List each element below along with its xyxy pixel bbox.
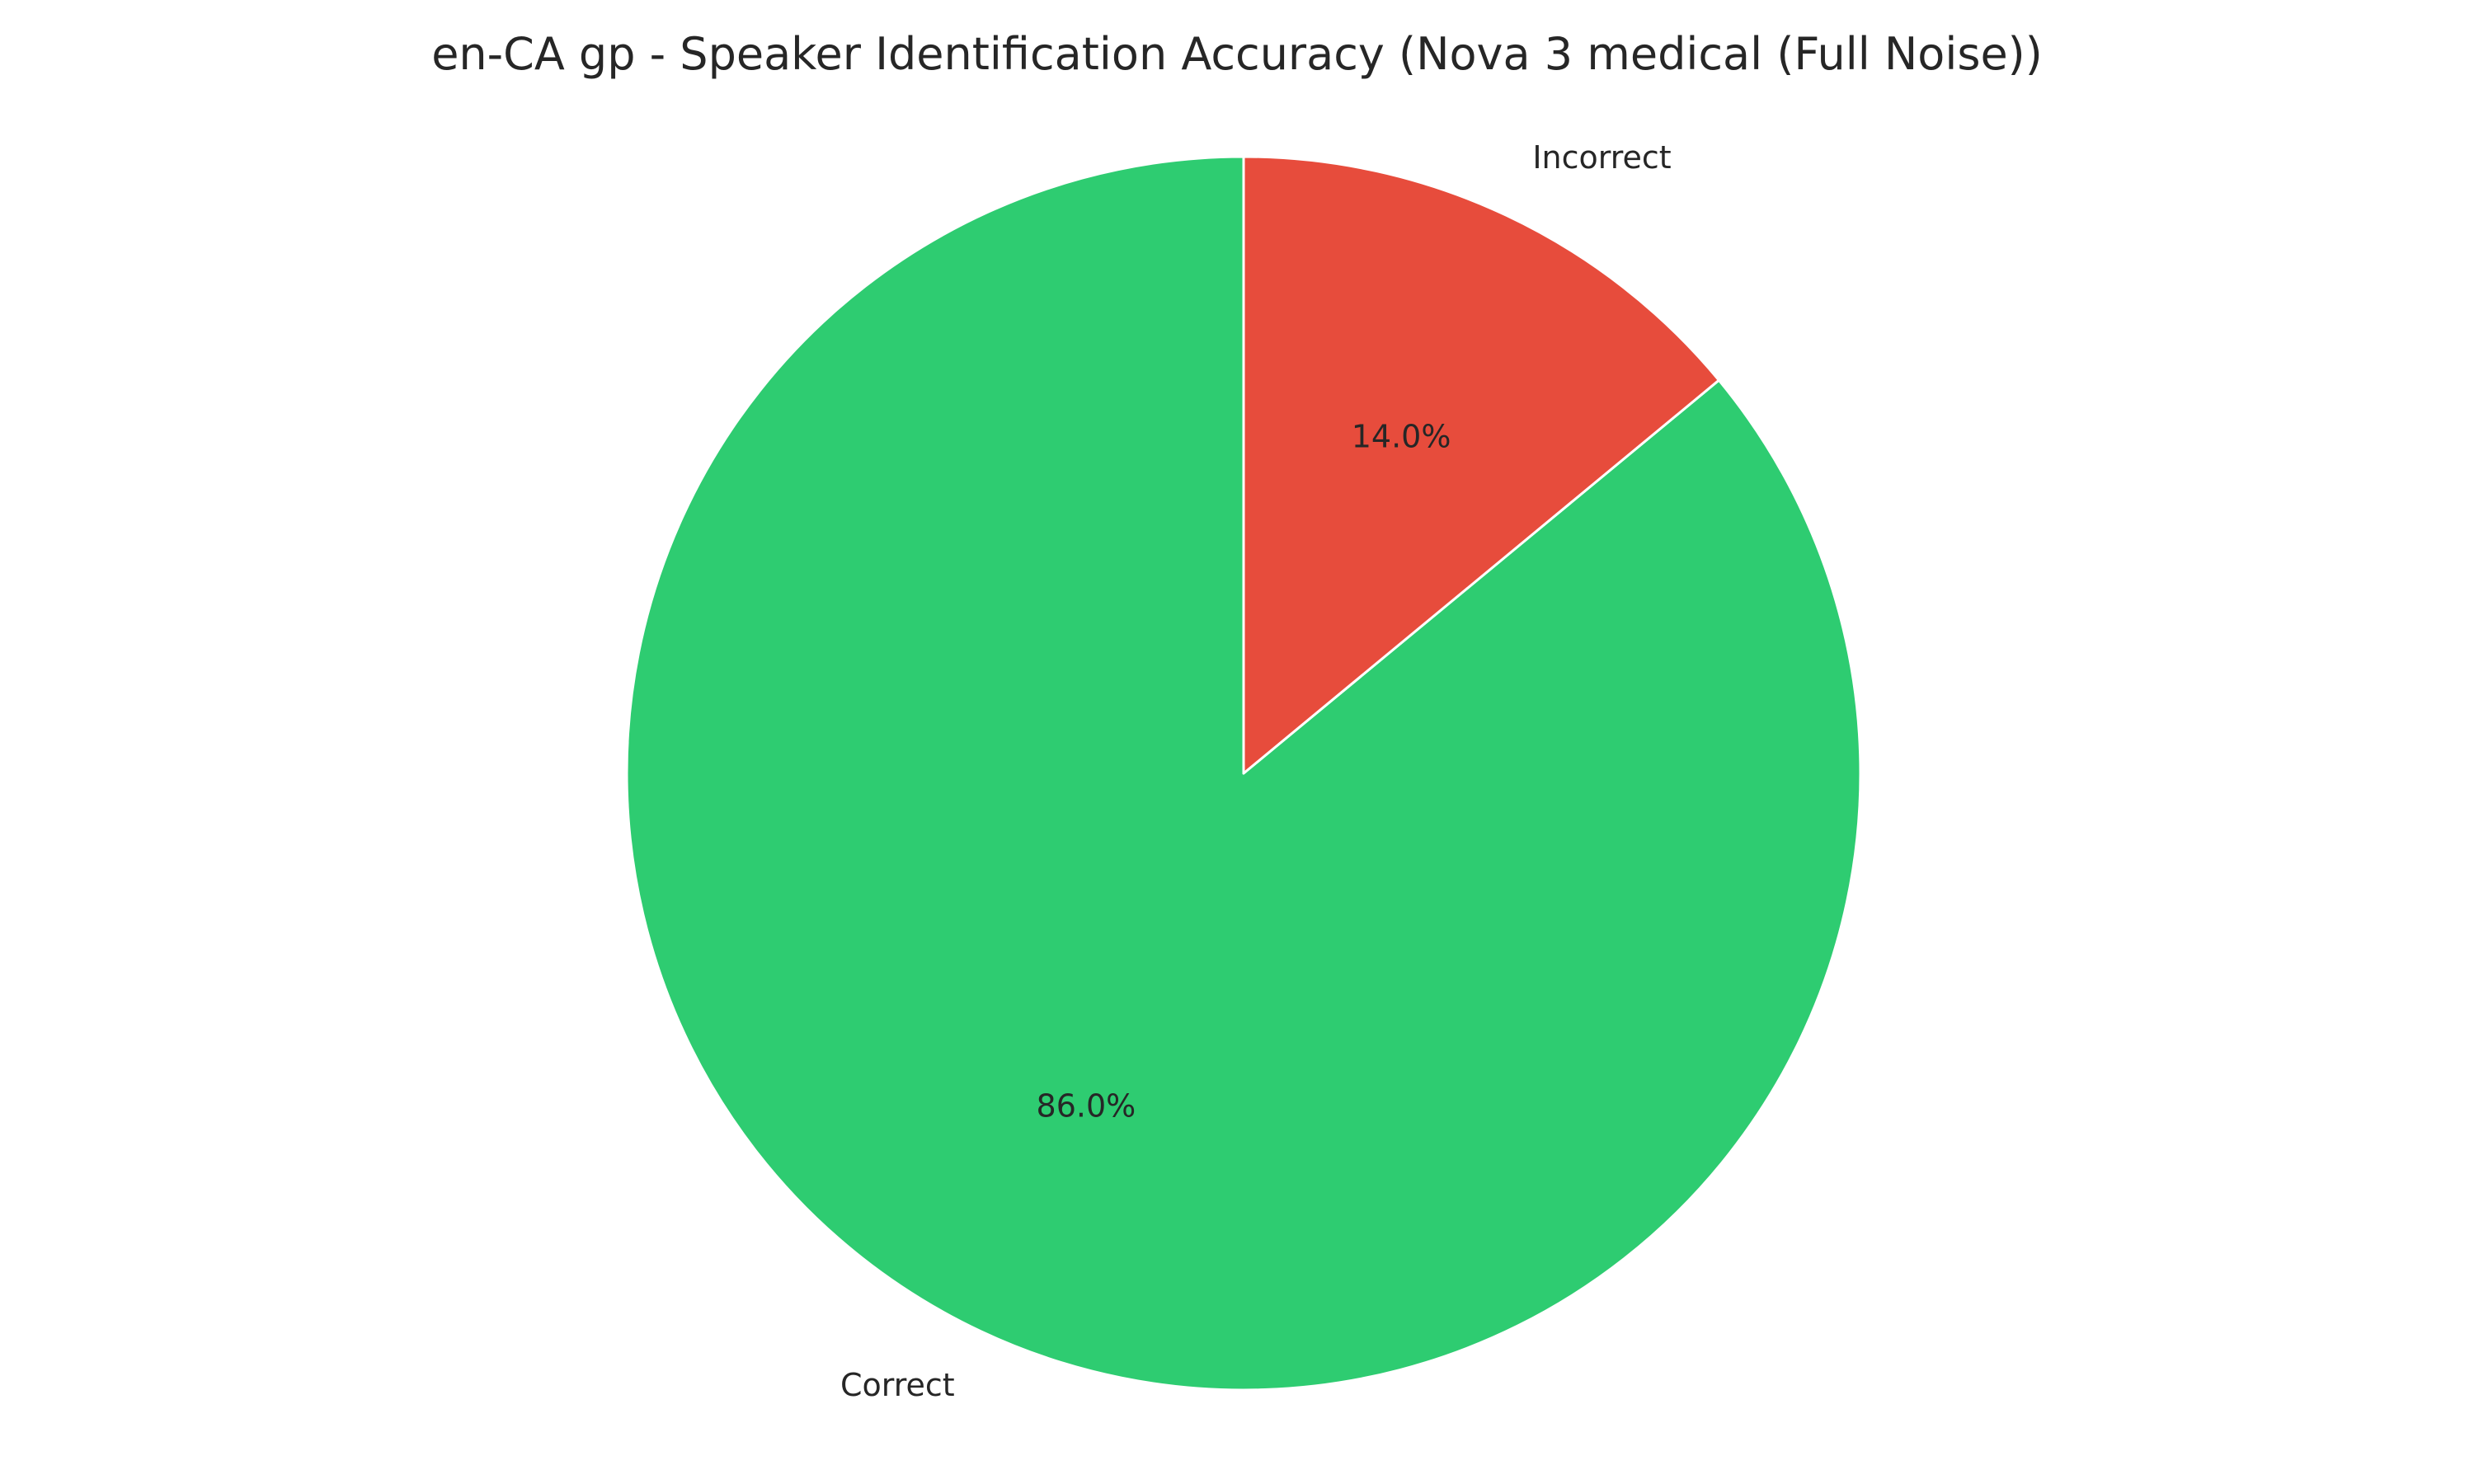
pie-slice-incorrect: [1242, 155, 1720, 775]
chart-title: en-CA gp - Speaker Identification Accura…: [431, 28, 2043, 80]
slice-label-incorrect: Incorrect: [1532, 139, 1671, 176]
slice-label-correct: Correct: [840, 1367, 955, 1403]
pie-labels: Correct 86.0% Incorrect 14.0%: [840, 139, 1672, 1403]
pct-label-incorrect: 14.0%: [1352, 418, 1451, 454]
pct-label-correct: 86.0%: [1037, 1088, 1136, 1125]
pie-slices: [625, 155, 1862, 1392]
